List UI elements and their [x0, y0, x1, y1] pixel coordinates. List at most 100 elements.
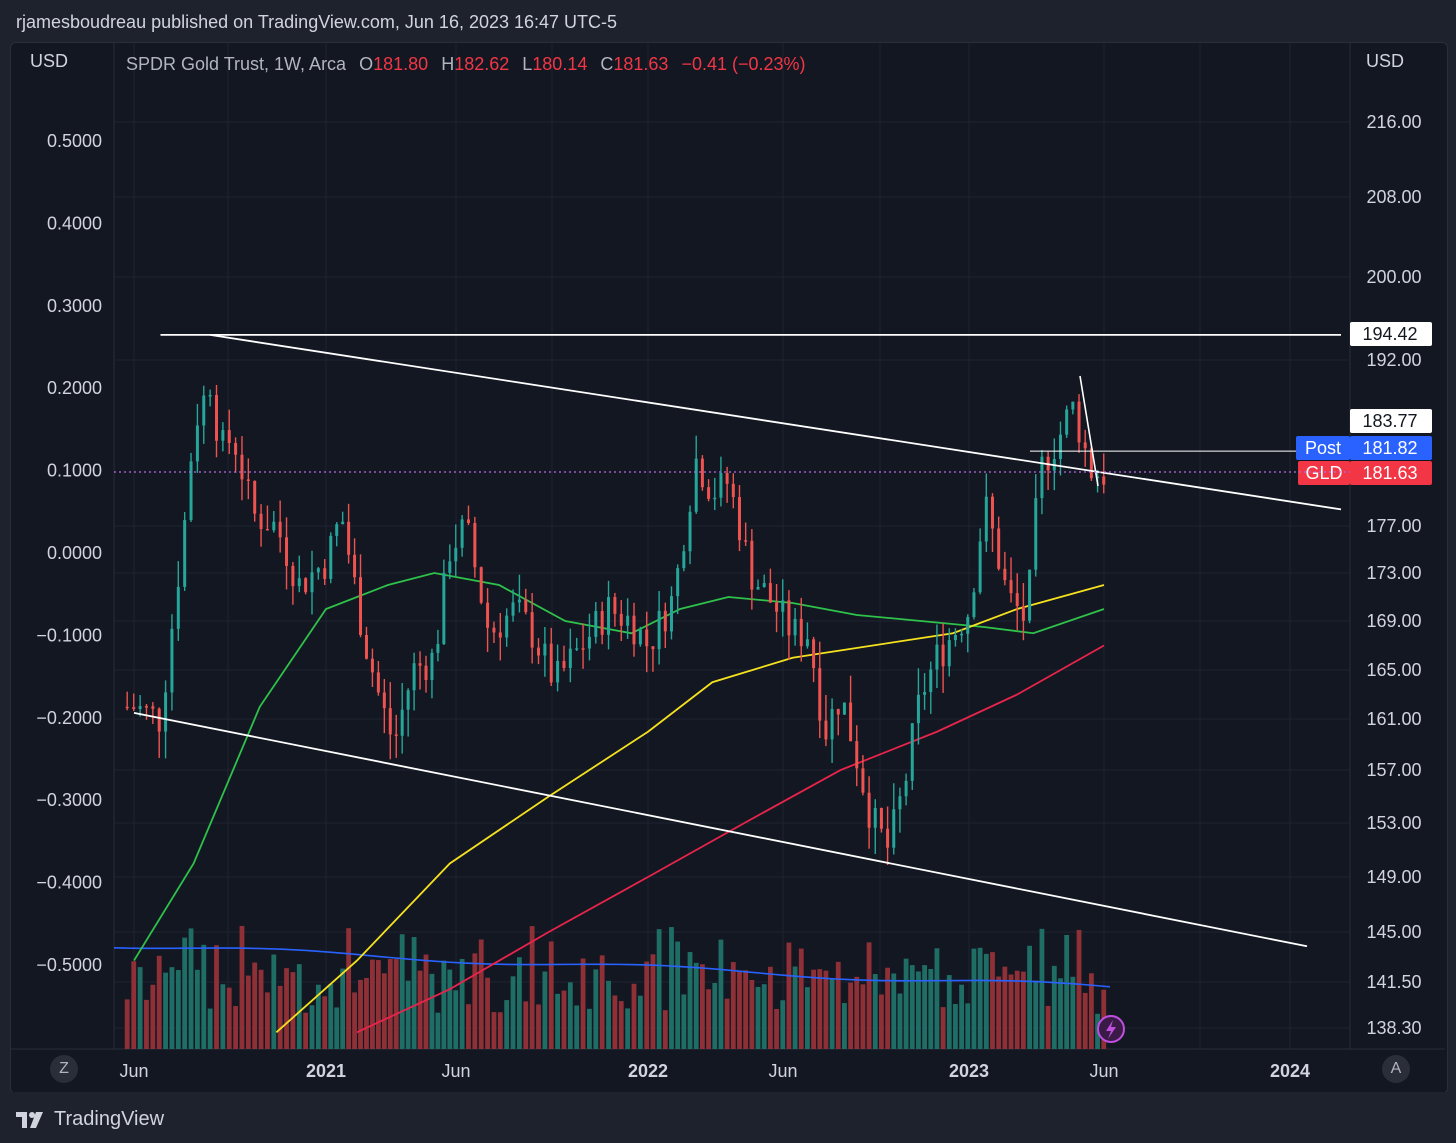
volume-bar — [1027, 945, 1032, 1049]
volume-bar — [675, 941, 681, 1049]
candle-body — [442, 572, 446, 645]
volume-bar — [497, 1012, 503, 1049]
volume-bar — [650, 954, 656, 1049]
left-tick-label: 0.1000 — [47, 461, 102, 481]
publisher-bar: rjamesboudreau published on TradingView.… — [0, 0, 1456, 42]
volume-bar — [774, 1008, 779, 1049]
candle-body — [638, 629, 642, 645]
candle-body — [700, 458, 704, 488]
volume-bar — [536, 1004, 541, 1049]
candle-body — [436, 644, 440, 653]
volume-bar — [214, 945, 219, 1049]
left-tick-label: 0.4000 — [47, 213, 102, 233]
volume-bar — [1008, 974, 1014, 1049]
candle-body — [619, 613, 623, 626]
chart-frame[interactable] — [10, 42, 1448, 1094]
volume-bar — [239, 925, 245, 1049]
volume-bar — [504, 1000, 510, 1049]
candle-body — [537, 647, 541, 656]
volume-bar — [387, 959, 393, 1049]
candle-body — [607, 597, 611, 635]
volume-bars — [113, 925, 1111, 1049]
volume-bar — [252, 962, 258, 1049]
candle-body — [793, 618, 797, 636]
volume-bar — [548, 941, 554, 1049]
candle-body — [682, 551, 686, 569]
candle-body — [195, 425, 199, 462]
candle-body — [663, 610, 667, 632]
candle-body — [253, 480, 257, 514]
left-tick-label: −0.4000 — [36, 873, 102, 893]
candle-body — [861, 768, 865, 793]
candle-body — [1065, 409, 1069, 435]
left-tick-label: 0.2000 — [47, 378, 102, 398]
volume-bar — [1020, 971, 1026, 1049]
volume-bar — [328, 983, 334, 1049]
auto-scale-button[interactable]: A — [1382, 1055, 1410, 1083]
right-axis-ticks: 216.00 208.00 200.00 192.00 177.00 173.00 169.… — [1366, 112, 1421, 1038]
volume-bar — [811, 969, 816, 1049]
volume-bar — [175, 970, 181, 1049]
right-tick-label: 157.00 — [1366, 760, 1421, 780]
label-183-77: 183.77 — [1350, 409, 1432, 433]
candle-body — [879, 808, 883, 829]
volume-bar — [718, 939, 724, 1049]
candle-body — [492, 627, 496, 633]
candle-body — [448, 561, 452, 573]
candle-body — [486, 602, 490, 628]
label-194-42: 194.42 — [1350, 322, 1432, 346]
right-tick-label: 149.00 — [1366, 867, 1421, 887]
volume-bar — [340, 968, 346, 1049]
volume-bar — [829, 978, 835, 1049]
lightning-icon[interactable] — [1097, 1015, 1125, 1043]
volume-bar — [798, 948, 804, 1049]
candle-body — [676, 568, 680, 597]
candle-body — [990, 496, 994, 529]
volume-bar — [137, 967, 143, 1049]
tradingview-logo-icon — [16, 1111, 43, 1128]
volume-bar — [959, 984, 964, 1049]
left-tick-label: −0.2000 — [36, 708, 102, 728]
volume-bar — [284, 968, 289, 1049]
timezone-z-button[interactable]: Z — [50, 1055, 78, 1083]
volume-bar — [182, 937, 188, 1049]
candle-body — [353, 554, 357, 578]
volume-bar — [903, 958, 909, 1049]
volume-bar — [805, 987, 810, 1049]
volume-bar — [472, 953, 478, 1049]
trendlines[interactable] — [133, 333, 1350, 948]
candle-body — [873, 808, 877, 828]
candle-body — [189, 461, 193, 521]
candle-body — [997, 528, 1001, 569]
candle-body — [1077, 401, 1081, 443]
candle-body — [613, 597, 617, 614]
candle-body — [731, 483, 735, 498]
left-tick-label: −0.1000 — [36, 625, 102, 645]
candle-body — [505, 615, 509, 638]
volume-bar — [1058, 978, 1063, 1049]
candle-body — [805, 639, 809, 647]
candle-body — [364, 635, 368, 659]
candle-body — [227, 430, 231, 444]
volume-bar — [523, 1001, 529, 1049]
candle-body — [511, 602, 515, 616]
candle-body — [234, 443, 238, 455]
right-tick-label: 141.50 — [1366, 972, 1421, 992]
label-post-name: Post — [1305, 438, 1341, 458]
candle-body — [892, 809, 896, 848]
volume-bar — [780, 1000, 786, 1049]
candle-body — [707, 487, 711, 499]
volume-bar — [599, 955, 605, 1049]
left-tick-label: 0.3000 — [47, 296, 102, 316]
candle-body — [581, 648, 585, 650]
candle-body — [370, 658, 374, 673]
label-183-77-text: 183.77 — [1362, 411, 1417, 431]
candle-body — [818, 668, 822, 721]
time-tick-label: Jun — [119, 1061, 148, 1081]
candle-body — [651, 646, 655, 650]
tradingview-brand[interactable]: TradingView — [16, 1108, 164, 1131]
volume-bar — [885, 967, 890, 1049]
volume-bar — [1088, 973, 1094, 1049]
volume-bar — [258, 969, 264, 1049]
